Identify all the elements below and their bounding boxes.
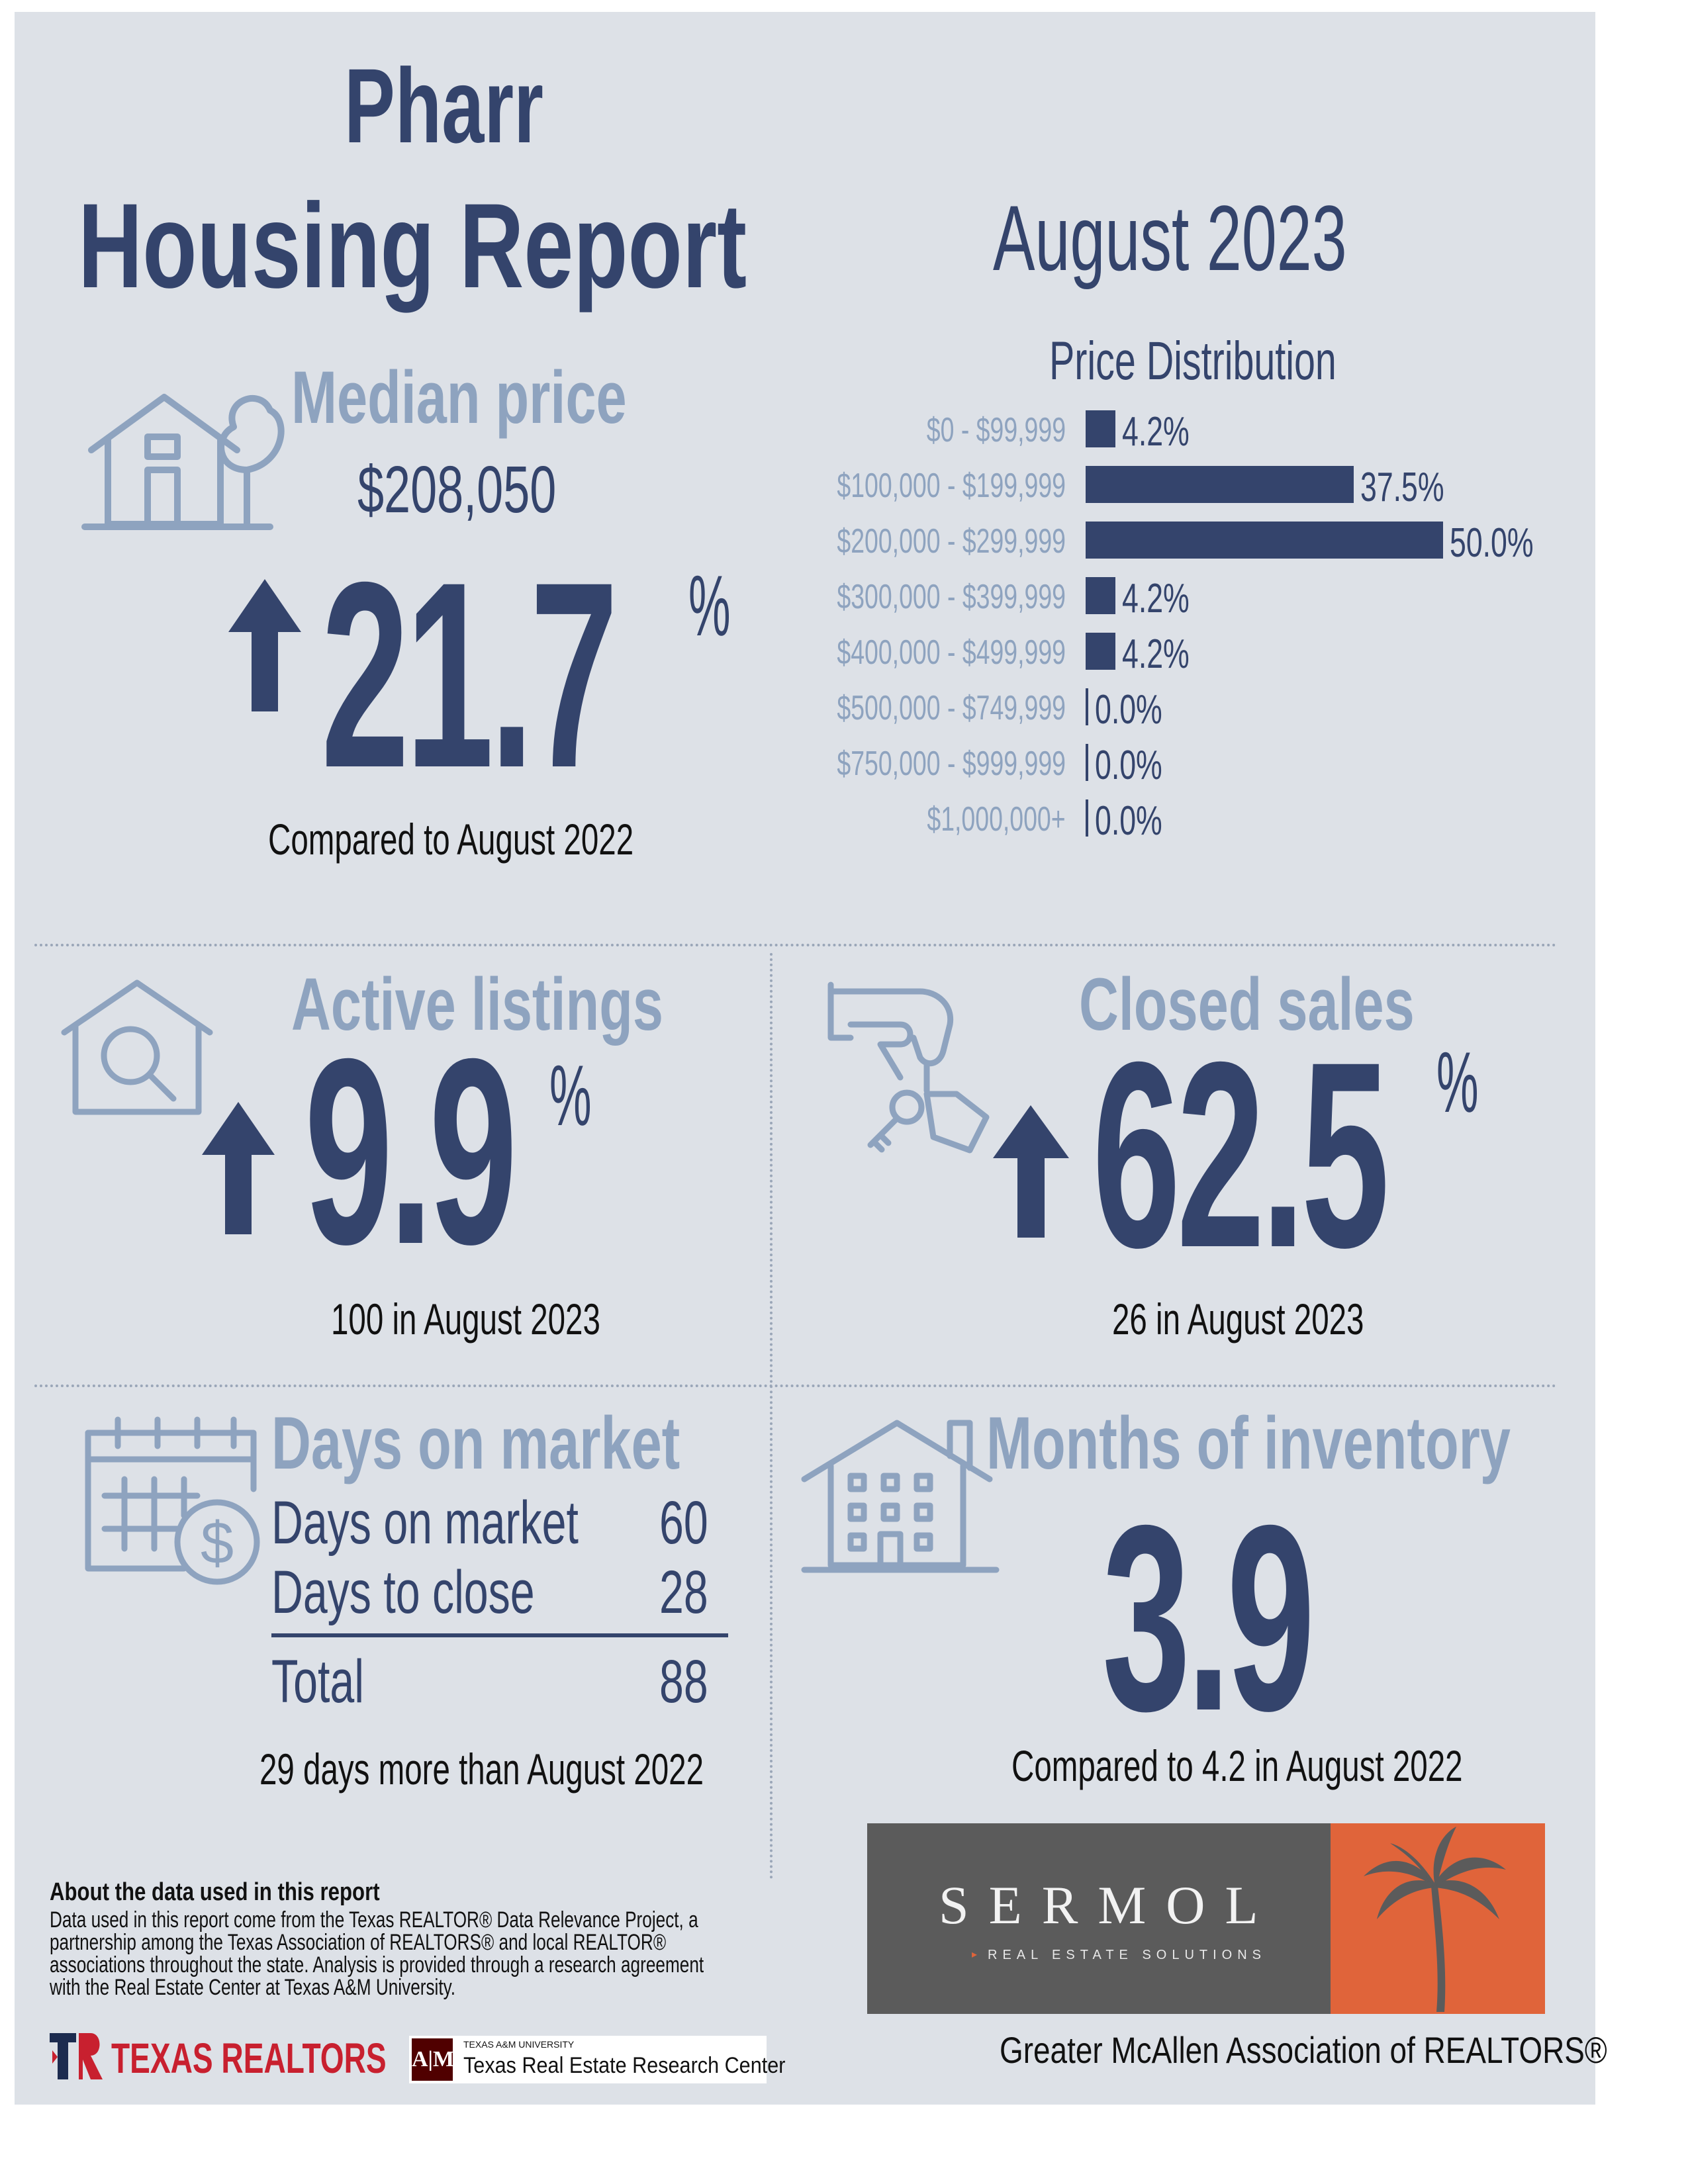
months-inventory-comparison: Compared to 4.2 in August 2022 [1011,1741,1463,1790]
tamu-small-text: TEXAS A&M UNIVERSITY [463,2039,575,2050]
total-value: 88 [659,1648,708,1715]
tamu-center-text: Texas Real Estate Research Center [463,2053,786,2078]
chart-bar [1086,633,1116,670]
svg-text:$: $ [201,1510,234,1576]
days-on-market-heading: Days on market [271,1402,680,1484]
tamu-logo-mark: A|M [412,2038,454,2081]
sermol-tagline: REAL ESTATE SOLUTIONS [988,1948,1267,1962]
price-distribution-chart: $0 - $99,999 4.2% $100,000 - $199,999 37.5%… [781,410,1562,874]
page-title: Housing Report [78,178,747,313]
sermol-logo-left [867,1823,1331,2014]
about-heading: About the data used in this report [50,1878,380,1906]
house-tree-icon [81,394,285,530]
active-listings-detail: 100 in August 2023 [331,1295,600,1343]
divider-vertical [770,953,773,1880]
chart-value-label: 4.2% [1122,631,1190,677]
closed-sales-change: 62.5 [1092,1007,1389,1302]
chart-value-label: 4.2% [1122,576,1190,621]
chart-bar [1086,577,1116,614]
dom-row-value: 60 [659,1489,708,1557]
tamu-logo-box [409,2036,767,2083]
dom-row-label: Days on market [271,1489,579,1557]
hand-keys-icon [827,981,990,1154]
chart-category-label: $100,000 - $199,999 [837,467,1066,505]
total-divider [271,1633,728,1637]
up-arrow-icon [993,1105,1069,1238]
median-comparison: Compared to August 2022 [268,815,634,864]
median-change-value: 21.7 [321,527,618,823]
median-price-label: Median price [291,356,627,439]
chart-bar [1086,744,1088,781]
association-name: Greater McAllen Association of REALTORS® [1000,2029,1607,2071]
apartment-building-icon [801,1420,1000,1573]
palm-tree-icon [1364,1827,1506,2012]
months-inventory-value: 3.9 [1102,1470,1315,1766]
chart-value-label: 0.0% [1095,743,1162,788]
chart-category-label: $200,000 - $299,999 [837,522,1066,561]
chart-category-label: $300,000 - $399,999 [837,578,1066,616]
chart-category-label: $1,000,000+ [927,800,1066,839]
calendar-dollar-icon: $ [85,1416,260,1585]
chart-category-label: $0 - $99,999 [926,411,1066,449]
active-listings-unit: % [549,1047,592,1144]
chart-bar [1086,799,1088,837]
chart-value-label: 0.0% [1095,798,1162,844]
divider-horizontal-2 [34,1385,1557,1387]
chart-bar [1086,466,1354,503]
chart-category-label: $500,000 - $749,999 [837,689,1066,727]
chart-bar [1086,410,1116,447]
city-title: Pharr [344,46,543,165]
sermol-name: SERMOL [939,1875,1278,1935]
chart-value-label: 50.0% [1450,520,1534,566]
about-line-3: associations throughout the state. Analy… [50,1952,704,1978]
chart-category-label: $400,000 - $499,999 [837,633,1066,672]
about-line-2: partnership among the Texas Association … [50,1930,667,1955]
up-arrow-icon [202,1102,275,1234]
chart-title: Price Distribution [1049,331,1336,391]
active-listings-label: Active listings [291,963,663,1046]
months-inventory-label: Months of inventory [986,1402,1511,1484]
close-row-value: 28 [659,1559,708,1626]
about-line-4: with the Real Estate Center at Texas A&M… [50,1975,456,2000]
texas-realtors-logo: TEXAS REALTORS [111,2034,387,2082]
closed-sales-unit: % [1436,1034,1479,1130]
closed-sales-label: Closed sales [1079,963,1415,1046]
report-period: August 2023 [993,186,1347,290]
median-price-value: $208,050 [357,453,557,527]
dom-comparison: 29 days more than August 2022 [259,1745,704,1794]
chart-bar [1086,522,1443,559]
house-search-icon [61,979,213,1115]
active-listings-change: 9.9 [305,1003,518,1299]
chart-category-label: $750,000 - $999,999 [837,745,1066,783]
chart-value-label: 37.5% [1360,465,1444,510]
texas-realtors-logo-mark [50,2033,103,2079]
close-row-label: Days to close [271,1559,535,1626]
median-change-unit: % [688,557,731,654]
report-panel [15,12,1595,2105]
up-arrow-icon [228,579,301,711]
closed-sales-detail: 26 in August 2023 [1112,1295,1364,1343]
chart-bar [1086,688,1088,725]
about-line-1: Data used in this report come from the T… [50,1907,698,1933]
total-label: Total [271,1648,364,1715]
chart-value-label: 4.2% [1122,409,1190,455]
divider-horizontal-1 [34,944,1557,946]
sermol-tagline-arrow: ▸ [972,1949,978,1960]
chart-value-label: 0.0% [1095,687,1162,733]
